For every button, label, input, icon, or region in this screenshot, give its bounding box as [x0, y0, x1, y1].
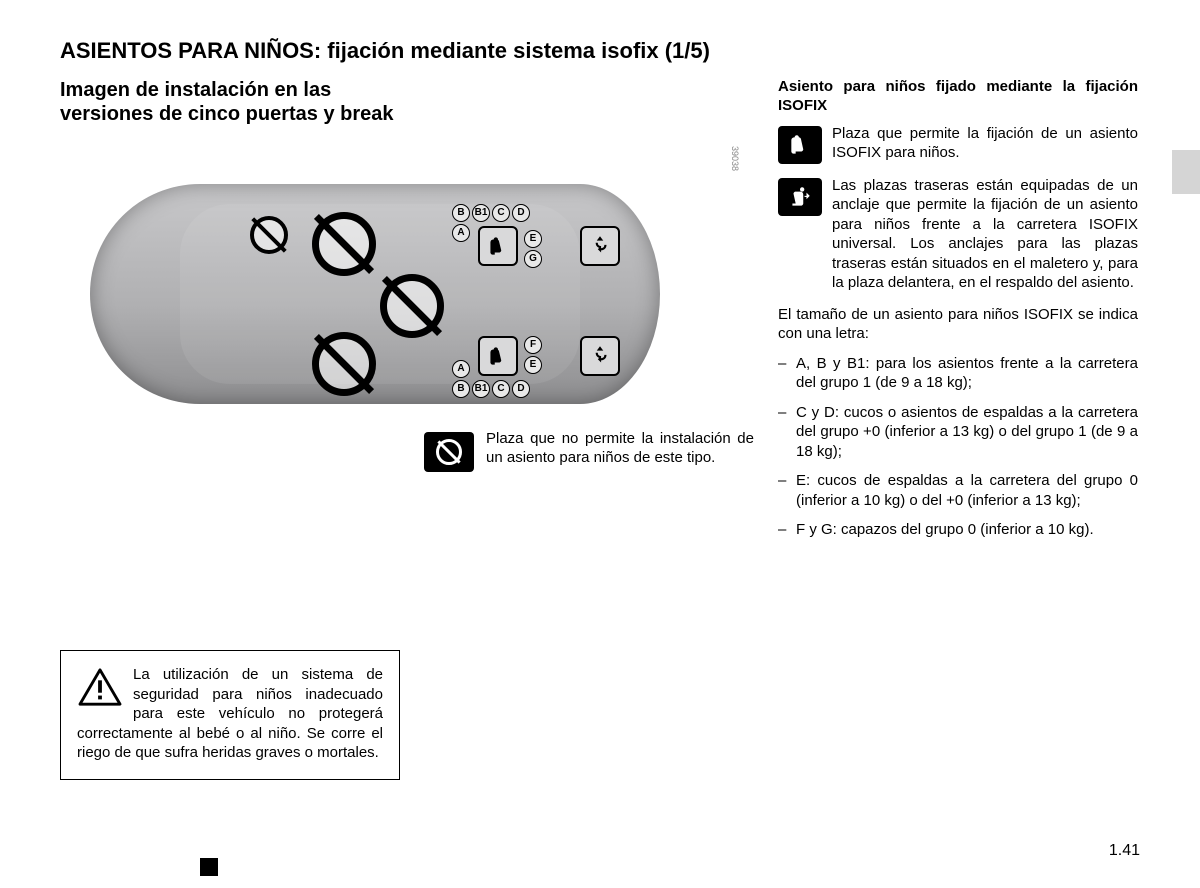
size-badge: F — [524, 336, 542, 354]
tether-anchor-note: Las plazas traseras están equipadas de u… — [778, 176, 1138, 293]
left-column: Imagen de instalación en las versiones d… — [60, 78, 400, 780]
prohibit-icon — [312, 332, 376, 396]
size-badge: C — [492, 380, 510, 398]
tether-anchor-icon — [580, 226, 620, 266]
size-badge: A — [452, 360, 470, 378]
isofix-seat-pictogram — [778, 126, 822, 164]
size-badge: G — [524, 250, 542, 268]
page-title: ASIENTOS PARA NIÑOS: fijación mediante s… — [60, 38, 1140, 64]
size-badge: D — [512, 204, 530, 222]
right-column: Asiento para niños fijado mediante la fi… — [778, 78, 1138, 780]
isofix-size-list: A, B y B1: para los asientos frente a la… — [778, 354, 1138, 540]
content-columns: Imagen de instalación en las versiones d… — [60, 78, 1140, 780]
size-item: E: cucos de espaldas a la carretera del … — [778, 471, 1138, 510]
size-badge: B1 — [472, 380, 490, 398]
image-reference-code: 39038 — [730, 146, 740, 171]
size-badge: B — [452, 380, 470, 398]
warning-triangle-icon — [77, 667, 123, 707]
size-badge: C — [492, 204, 510, 222]
size-badge: A — [452, 224, 470, 242]
tether-anchor-icon — [580, 336, 620, 376]
page-number: 1.41 — [1109, 842, 1140, 860]
size-badge: D — [512, 380, 530, 398]
footer-crop-mark — [200, 858, 218, 876]
warning-box: La utilización de un sistema de segurida… — [60, 650, 400, 780]
child-seat-icon — [478, 336, 518, 376]
isofix-seat-text: Plaza que permite la fijación de un asie… — [832, 124, 1138, 164]
right-heading: Asiento para niños fijado mediante la fi… — [778, 78, 1138, 116]
prohibit-icon — [312, 212, 376, 276]
size-item: F y G: capazos del grupo 0 (inferior a 1… — [778, 520, 1138, 540]
tether-anchor-text: Las plazas traseras están equipadas de u… — [832, 176, 1138, 293]
size-intro-text: El tamaño de un asiento para niños ISOFI… — [778, 305, 1138, 344]
size-badge: E — [524, 356, 542, 374]
isofix-seat-note: Plaza que permite la fijación de un asie… — [778, 124, 1138, 164]
size-item: A, B y B1: para los asientos frente a la… — [778, 354, 1138, 393]
section-thumb-tab — [1172, 150, 1200, 194]
tether-anchor-pictogram — [778, 178, 822, 216]
installation-diagram: 39038 B B1 C — [60, 144, 740, 460]
left-subheading: Imagen de instalación en las versiones d… — [60, 78, 400, 126]
prohibit-icon — [250, 216, 288, 254]
size-badge: B1 — [472, 204, 490, 222]
prohibit-icon — [380, 274, 444, 338]
size-item: C y D: cucos o asientos de espaldas a la… — [778, 403, 1138, 462]
child-seat-icon — [478, 226, 518, 266]
size-badge: E — [524, 230, 542, 248]
size-badge: B — [452, 204, 470, 222]
